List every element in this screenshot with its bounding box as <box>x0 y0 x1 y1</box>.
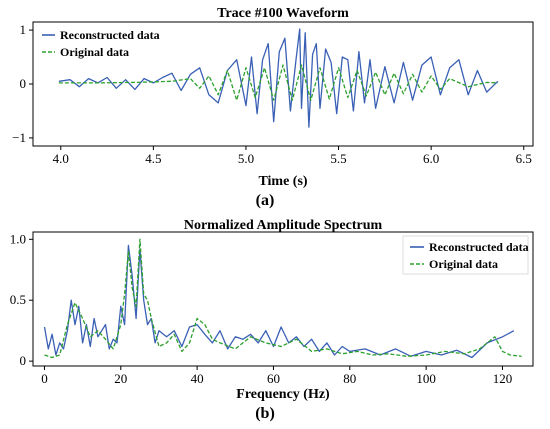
x-tick-label-b-6: 120 <box>493 371 513 386</box>
x-tick-label-b-5: 100 <box>416 371 436 386</box>
chart-title-b: Normalized Amplitude Spectrum <box>184 218 383 233</box>
caption-a: (a) <box>256 192 275 209</box>
x-tick-label-a-2: 5.0 <box>238 151 254 166</box>
x-tick-label-a-0: 4.0 <box>53 151 69 166</box>
x-ticks-a: 4.0 4.5 5.0 5.5 6.0 6.5 <box>53 146 532 166</box>
x-tick-label-b-4: 80 <box>343 371 356 386</box>
x-axis-label-a: Time (s) <box>258 174 307 189</box>
y-tick-label-a-1: 0 <box>20 76 27 91</box>
caption-b: (b) <box>255 405 275 422</box>
legend-a-reconstructed-label: Reconstructed data <box>60 28 160 42</box>
x-tick-label-b-0: 0 <box>41 371 48 386</box>
x-tick-label-b-2: 40 <box>191 371 204 386</box>
y-ticks-b: 1.0 0.5 0 <box>10 231 33 368</box>
series-line-b-original <box>44 238 522 359</box>
y-tick-label-b-1: 0.5 <box>10 292 26 307</box>
legend-b: Reconstructed data Original data <box>402 235 529 275</box>
chart-title-a: Trace #100 Waveform <box>217 6 349 21</box>
x-axis-label-b: Frequency (Hz) <box>236 387 330 402</box>
series-line-b-reconstructed <box>43 244 515 359</box>
plot-frame-b <box>32 231 534 367</box>
chart-trace-waveform: Trace #100 Waveform 4.0 4.5 5.0 5.5 6.0 6.5 1… <box>12 6 534 209</box>
legend-b-original-label: Original data <box>429 257 498 271</box>
y-tick-label-b-2: 0 <box>20 353 27 368</box>
x-tick-label-a-4: 6.0 <box>423 151 439 166</box>
legend-b-reconstructed-label: Reconstructed data <box>429 240 529 254</box>
chart-amplitude-spectrum: Normalized Amplitude Spectrum 0 20 40 60 80 1… <box>10 218 534 422</box>
y-tick-label-b-0: 1.0 <box>10 231 26 246</box>
legend-a-original-label: Original data <box>60 45 129 59</box>
series-group-b <box>43 238 522 359</box>
series-group-a <box>58 28 499 128</box>
x-tick-label-a-1: 4.5 <box>145 151 161 166</box>
x-tick-label-a-3: 5.5 <box>330 151 346 166</box>
x-tick-label-a-5: 6.5 <box>516 151 532 166</box>
y-tick-label-a-0: 1 <box>20 22 27 37</box>
legend-a: Reconstructed data Original data <box>42 28 160 59</box>
y-ticks-a: 1 0 −1 <box>12 22 33 145</box>
y-tick-label-a-2: −1 <box>12 130 26 145</box>
x-ticks-b: 0 20 40 60 80 100 120 <box>41 366 512 386</box>
x-tick-label-b-3: 60 <box>267 371 280 386</box>
series-line-a-reconstructed <box>58 28 499 128</box>
series-line-a-original <box>58 64 498 101</box>
legend-b-box <box>402 235 529 275</box>
x-tick-label-b-1: 20 <box>114 371 127 386</box>
